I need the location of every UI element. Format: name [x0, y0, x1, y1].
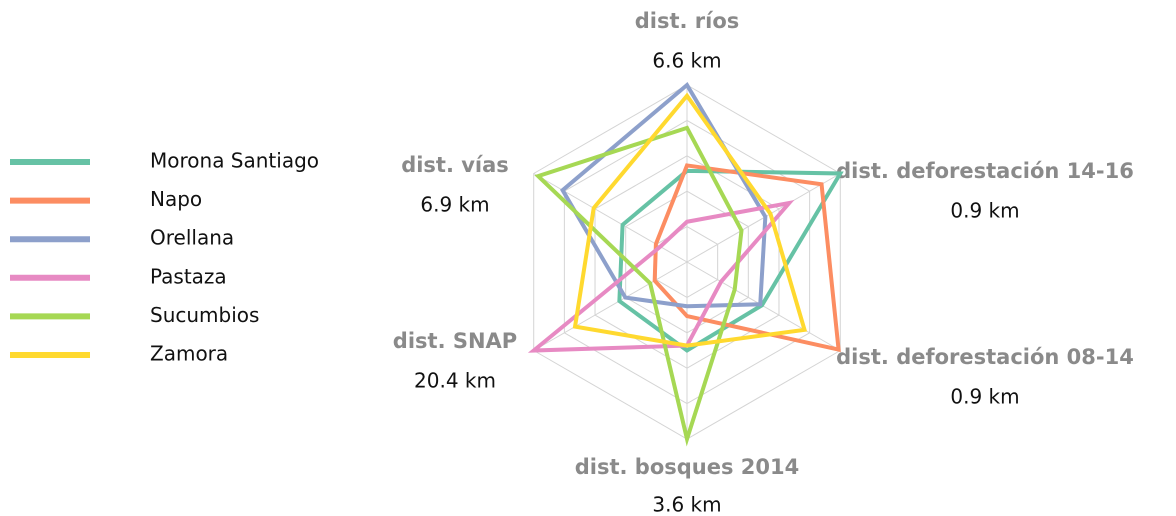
legend-label: Morona Santiago [150, 149, 319, 173]
axis-max-label: 6.6 km [652, 49, 721, 73]
series-polygon [617, 168, 844, 353]
legend-label: Napo [150, 187, 202, 211]
axis-name: dist. SNAP [393, 329, 517, 353]
axis-max-label: 3.6 km [652, 493, 721, 516]
axis-max-label: 20.4 km [414, 369, 496, 393]
series-polygon [560, 81, 768, 309]
legend-label: Zamora [150, 342, 228, 366]
axis-name: dist. ríos [635, 9, 740, 33]
axis-name: dist. deforestación 14-16 [836, 159, 1134, 183]
axis-max-label: 6.9 km [420, 193, 489, 217]
axis-max-label: 0.9 km [950, 385, 1019, 409]
legend-label: Pastaza [150, 264, 227, 288]
series-polygon [572, 92, 808, 348]
axis-name: dist. deforestación 08-14 [836, 345, 1134, 369]
axis-max-label: 0.9 km [950, 199, 1019, 223]
series-polygon [652, 163, 841, 353]
axis-name: dist. bosques 2014 [575, 455, 800, 479]
axis-spoke [533, 261, 688, 351]
series-polygon [534, 125, 744, 447]
axis-name: dist. vías [401, 153, 509, 177]
legend-label: Orellana [150, 226, 234, 250]
legend-label: Sucumbios [150, 303, 259, 327]
